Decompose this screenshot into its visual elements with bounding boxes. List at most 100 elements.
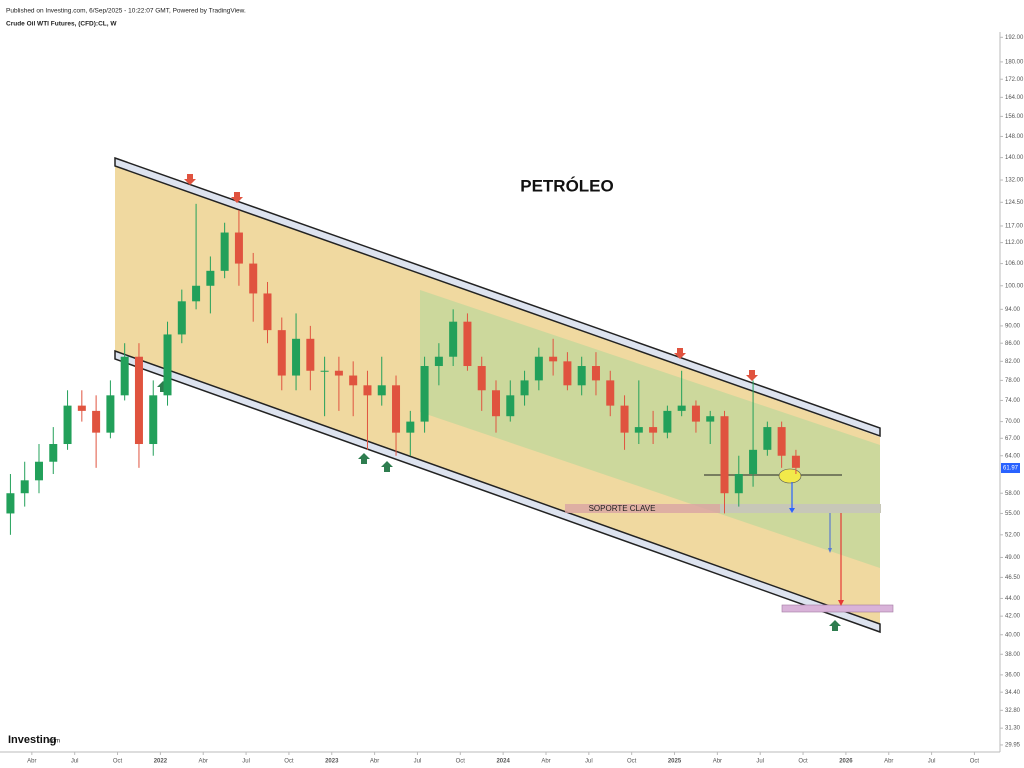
x-tick-label: 2026: [839, 759, 853, 765]
candle-body: [449, 321, 458, 357]
y-tick-label: 44.00: [1005, 596, 1021, 602]
candle-body: [163, 334, 172, 396]
arrows: [789, 482, 844, 606]
logo-suffix: .com: [47, 739, 60, 745]
candle-body: [549, 356, 558, 362]
candle-body: [506, 395, 515, 417]
x-tick-label: Jul: [242, 759, 250, 765]
x-tick-label: Jul: [71, 759, 79, 765]
y-tick-label: 49.00: [1005, 555, 1021, 561]
candle-body: [292, 338, 301, 376]
y-tick-label: 180.00: [1005, 59, 1024, 65]
candle-body: [663, 410, 672, 433]
y-tick-label: 172.00: [1005, 77, 1024, 83]
logo: Investing: [8, 734, 56, 746]
x-tick-label: Abr: [370, 759, 379, 765]
candle-body: [420, 366, 429, 422]
support-zone-right: [720, 504, 881, 513]
candle-body: [120, 356, 129, 396]
candle-body: [534, 356, 543, 381]
candle-body: [677, 405, 686, 411]
y-tick-label: 42.00: [1005, 614, 1021, 620]
candle-body: [392, 385, 401, 433]
chart-title: PETRÓLEO: [520, 176, 614, 195]
x-tick-label: Oct: [284, 759, 294, 765]
candle-body: [477, 366, 486, 391]
candle-body: [734, 474, 743, 494]
candle-body: [206, 270, 215, 286]
candle-body: [177, 301, 186, 335]
candle-body: [577, 366, 586, 386]
candle-body: [777, 427, 786, 456]
x-tick-label: Abr: [713, 759, 722, 765]
y-tick-label: 94.00: [1005, 307, 1021, 313]
y-tick-label: 67.00: [1005, 436, 1021, 442]
y-tick-label: 86.00: [1005, 341, 1021, 347]
candle-body: [49, 444, 58, 462]
instrument: Crude Oil WTI Futures, (CFD):CL, W: [6, 21, 117, 28]
candle-body: [791, 455, 800, 468]
y-tick-label: 58.00: [1005, 491, 1021, 497]
candle-body: [306, 338, 315, 371]
x-tick-label: Abr: [541, 759, 550, 765]
candle-body: [77, 405, 86, 411]
x-tick-label: 2022: [154, 759, 168, 765]
last-price-label: 61.97: [1003, 466, 1019, 472]
candle-body: [606, 380, 615, 406]
candle-body: [377, 385, 386, 396]
y-tick-label: 32.80: [1005, 708, 1021, 714]
x-tick-label: Jul: [585, 759, 593, 765]
candle-body: [634, 427, 643, 433]
candle-body: [492, 390, 500, 417]
candle-body: [277, 330, 286, 376]
x-tick-label: Oct: [970, 759, 980, 765]
y-tick-label: 156.00: [1005, 114, 1024, 120]
x-tick-label: 2024: [496, 759, 510, 765]
y-tick-label: 106.00: [1005, 261, 1024, 267]
highlight: [778, 468, 802, 484]
y-tick-label: 52.00: [1005, 532, 1021, 538]
y-tick-label: 70.00: [1005, 419, 1021, 425]
y-tick-label: 74.00: [1005, 398, 1021, 404]
candle-body: [620, 405, 629, 433]
candle-body: [463, 321, 472, 367]
y-tick-label: 148.00: [1005, 134, 1024, 140]
y-tick-label: 46.50: [1005, 575, 1021, 581]
y-tick-label: 192.00: [1005, 35, 1024, 41]
y-tick-label: 124.50: [1005, 200, 1024, 206]
y-tick-label: 64.00: [1005, 453, 1021, 459]
target-zone: [781, 604, 894, 613]
candle-body: [34, 461, 43, 481]
candle-body: [20, 480, 29, 494]
x-tick-label: Abr: [199, 759, 208, 765]
candle-body: [706, 416, 715, 422]
candle-body: [649, 427, 658, 433]
y-tick-label: 78.00: [1005, 378, 1021, 384]
candle-body: [691, 405, 700, 422]
candle-body: [106, 395, 115, 433]
candle-body: [406, 421, 415, 433]
y-tick-label: 132.00: [1005, 178, 1024, 184]
y-tick-label: 117.00: [1005, 224, 1024, 230]
candle-body: [149, 395, 158, 445]
candle-body: [320, 370, 329, 372]
candle-body: [749, 449, 758, 475]
candle-body: [363, 385, 372, 396]
y-tick-label: 164.00: [1005, 95, 1024, 101]
candle-body: [763, 427, 772, 450]
y-tick-label: 90.00: [1005, 323, 1021, 329]
channel-top: [114, 156, 881, 438]
y-tick-label: 34.40: [1005, 690, 1021, 696]
y-tick-label: 112.00: [1005, 240, 1024, 246]
candle-body: [220, 232, 229, 271]
y-tick-label: 29.95: [1005, 743, 1021, 749]
y-tick-label: 40.00: [1005, 632, 1021, 638]
candle-body: [349, 375, 358, 386]
x-tick-label: 2023: [325, 759, 339, 765]
candle-body: [263, 293, 272, 331]
candle-body: [63, 405, 72, 445]
support-label: SOPORTE CLAVE: [589, 504, 656, 513]
y-tick-label: 100.00: [1005, 283, 1024, 289]
x-tick-label: Oct: [456, 759, 466, 765]
